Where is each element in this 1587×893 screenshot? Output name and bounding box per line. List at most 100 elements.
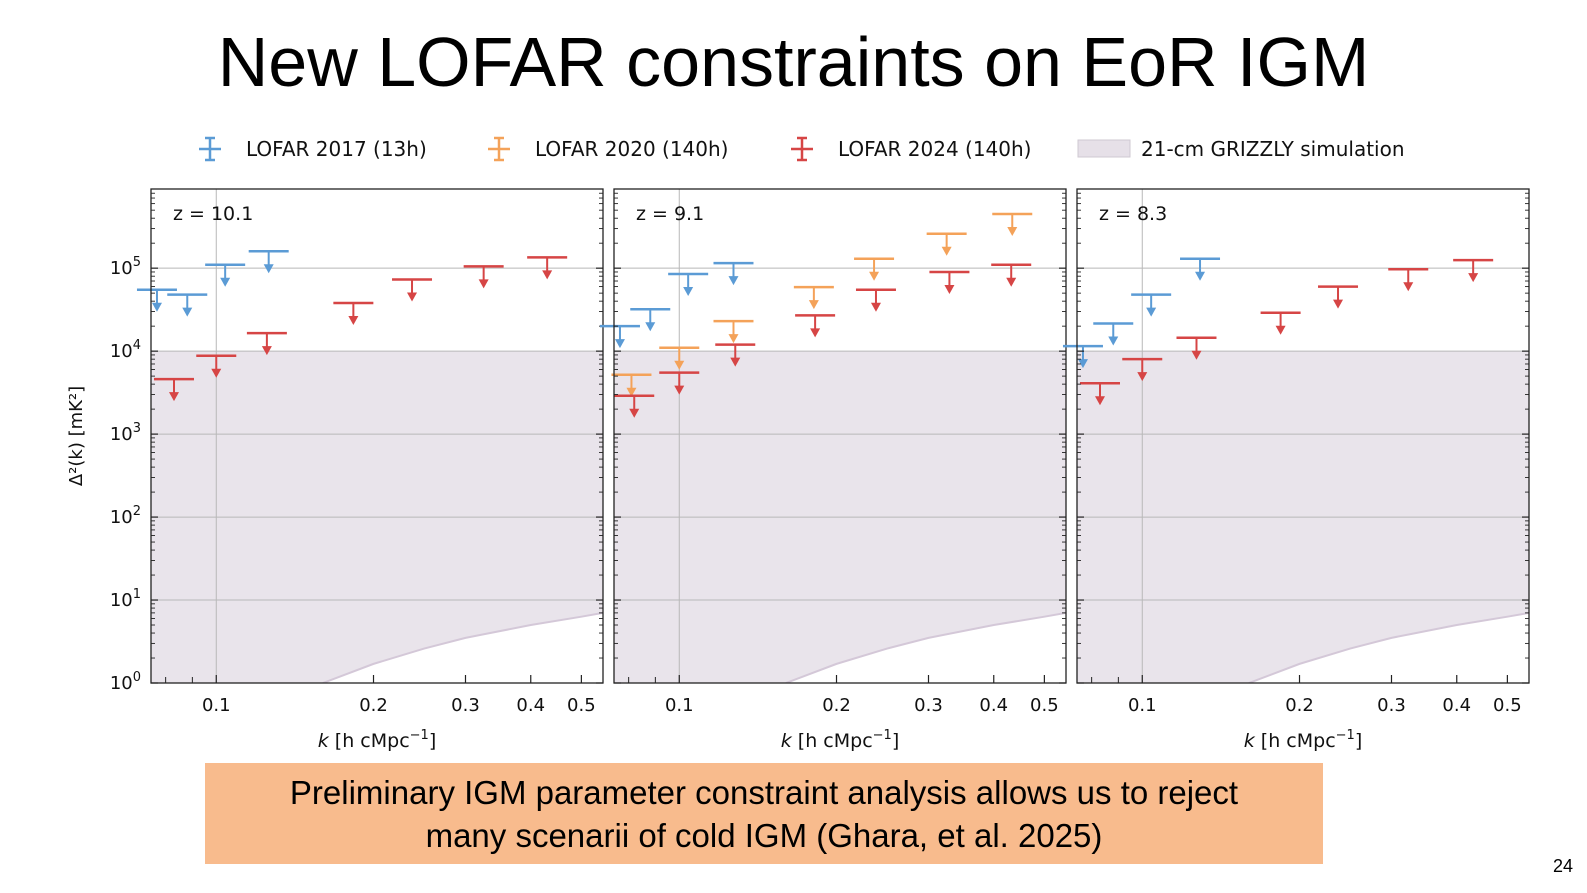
- upper-limit-arrow: [944, 284, 955, 294]
- upper-limit-marker: [392, 278, 433, 302]
- panel-z-9-1: 0.1 0.2 0.3 0.4 0.5 z = 9.1 k [h cMpc−1]: [599, 188, 1067, 752]
- y-tick-label: 101: [110, 587, 141, 611]
- slide-title: New LOFAR constraints on EoR IGM: [217, 23, 1370, 101]
- upper-limit-marker: [713, 319, 754, 344]
- y-tick-label: 105: [110, 255, 141, 279]
- upper-limit-marker: [793, 285, 834, 310]
- x-tick-label: 0.1: [202, 695, 231, 716]
- panel-frame: [150, 188, 604, 684]
- upper-limit-marker: [463, 265, 504, 289]
- legend-label: LOFAR 2020 (140h): [535, 137, 729, 161]
- upper-limit-arrow: [730, 357, 741, 367]
- upper-limit-marker: [659, 346, 700, 370]
- x-tick-label: 0.1: [665, 695, 694, 716]
- legend-item-21-cm-grizzly-simulation: 21-cm GRIZZLY simulation: [1077, 137, 1405, 161]
- panel-label: z = 10.1: [173, 203, 253, 225]
- legend-item-lofar-2024-140h: LOFAR 2024 (140h): [791, 136, 1032, 162]
- upper-limit-marker: [1260, 311, 1301, 335]
- upper-limit-arrow: [407, 292, 418, 302]
- upper-limit-marker: [167, 293, 208, 317]
- panel-z-10-1: 100 101 102 103 104 105 0.1 0.2 0.3 0.4 0.5 z = 10.…: [110, 188, 604, 752]
- upper-limit-arrow: [808, 300, 819, 310]
- upper-limit-arrow: [614, 339, 625, 349]
- upper-limit-marker: [1388, 268, 1429, 292]
- upper-limit-marker: [1453, 258, 1494, 283]
- upper-limit-arrow: [869, 271, 880, 281]
- grizzly-band-edge: [785, 611, 1066, 683]
- upper-limit-arrow: [1146, 307, 1157, 317]
- upper-limit-arrow: [1468, 273, 1479, 283]
- upper-limit-marker: [205, 263, 246, 287]
- upper-limit-arrow: [870, 302, 881, 312]
- legend-label: LOFAR 2017 (13h): [246, 137, 427, 161]
- x-tick-label: 0.5: [567, 695, 596, 716]
- grizzly-band-edge: [322, 611, 603, 683]
- y-tick-label: 100: [110, 670, 141, 694]
- upper-limit-marker: [659, 371, 700, 395]
- upper-limit-arrow: [645, 322, 656, 332]
- x-tick-label: 0.4: [1442, 695, 1471, 716]
- upper-limit-marker: [599, 324, 640, 349]
- callout-box: Preliminary IGM parameter constraint ana…: [205, 763, 1323, 864]
- panel-label: z = 8.3: [1099, 203, 1167, 225]
- upper-limit-arrow: [1077, 359, 1088, 369]
- upper-limit-arrow: [182, 307, 193, 317]
- panels: 100 101 102 103 104 105 0.1 0.2 0.3 0.4 0.5 z = 10.…: [110, 188, 1530, 752]
- legend-band-swatch: [1077, 139, 1131, 158]
- y-tick-label: 103: [110, 421, 141, 445]
- series-lofar-2017-13h: [599, 261, 754, 349]
- x-tick-label: 0.2: [822, 695, 851, 716]
- x-tick-label: 0.4: [516, 695, 545, 716]
- upper-limit-arrow: [810, 328, 821, 338]
- x-tick-label: 0.3: [914, 695, 943, 716]
- upper-limit-marker: [1062, 344, 1103, 369]
- panel-label: z = 9.1: [636, 203, 704, 225]
- upper-limit-arrow: [629, 408, 640, 418]
- upper-limit-arrow: [348, 316, 359, 326]
- x-axis-label: k [h cMpc−1]: [318, 728, 437, 752]
- y-axis-label-group: Δ²(k) [mK²]: [66, 386, 87, 486]
- upper-limit-arrow: [683, 287, 694, 297]
- series-lofar-2017-13h: [1062, 257, 1221, 369]
- x-tick-label: 0.2: [1285, 695, 1314, 716]
- upper-limit-arrow: [1403, 282, 1414, 292]
- x-tick-label: 0.1: [1128, 695, 1157, 716]
- upper-limit-marker: [668, 272, 709, 297]
- upper-limit-marker: [630, 307, 671, 332]
- x-tick-label: 0.4: [979, 695, 1008, 716]
- upper-limit-marker: [1079, 382, 1120, 406]
- upper-limit-marker: [246, 331, 287, 356]
- upper-limit-marker: [614, 394, 655, 418]
- upper-limit-marker: [855, 288, 896, 312]
- x-axis-label: k [h cMpc−1]: [781, 728, 900, 752]
- upper-limit-marker: [611, 373, 652, 397]
- upper-limit-arrow: [1333, 299, 1344, 309]
- upper-limit-arrow: [211, 368, 222, 378]
- upper-limit-marker: [713, 261, 754, 286]
- upper-limit-arrow: [626, 387, 637, 397]
- upper-limit-arrow: [1007, 226, 1018, 236]
- legend: LOFAR 2017 (13h) LOFAR 2020 (140h) LOFAR 2…: [199, 136, 1405, 162]
- series-lofar-2024-140h: [1079, 258, 1494, 406]
- legend-item-lofar-2017-13h: LOFAR 2017 (13h): [199, 136, 427, 162]
- upper-limit-marker: [333, 301, 374, 326]
- upper-limit-arrow: [1275, 325, 1286, 335]
- upper-limit-arrow: [1137, 372, 1148, 382]
- y-tick-label: 104: [110, 338, 141, 362]
- upper-limit-marker: [1122, 357, 1163, 382]
- upper-limit-arrow: [941, 246, 952, 256]
- upper-limit-marker: [248, 249, 289, 274]
- grizzly-band-edge: [1248, 611, 1529, 683]
- series-lofar-2020-140h: [611, 212, 1033, 397]
- upper-limit-marker: [196, 354, 237, 378]
- upper-limit-marker: [992, 212, 1033, 236]
- legend-label: LOFAR 2024 (140h): [838, 137, 1032, 161]
- panel-frame: [1076, 188, 1530, 684]
- upper-limit-arrow: [1094, 396, 1105, 406]
- upper-limit-marker: [795, 314, 836, 338]
- upper-limit-marker: [527, 256, 568, 280]
- x-tick-label: 0.3: [1377, 695, 1406, 716]
- y-tick-label: 102: [110, 504, 141, 528]
- upper-limit-arrow: [151, 302, 162, 312]
